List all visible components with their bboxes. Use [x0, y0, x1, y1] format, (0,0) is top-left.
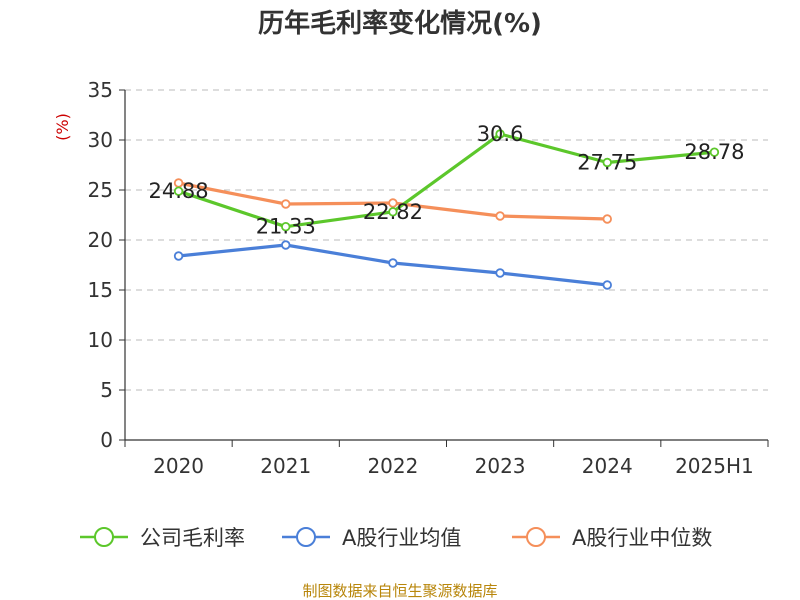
data-label: 30.6: [477, 122, 524, 146]
y-tick-label: 35: [88, 78, 113, 102]
legend-marker: [526, 527, 546, 547]
axes: 0 5 10 15 20 25 30 35 2020 2021 2022 2023 2024 2025H1: [88, 78, 769, 478]
data-point: [602, 214, 612, 224]
x-tick-label: 2021: [260, 454, 311, 478]
series-layer: [173, 129, 720, 290]
y-axis-unit: (%): [53, 113, 72, 141]
data-point: [281, 199, 291, 209]
data-point: [495, 129, 505, 139]
y-tick-label: 5: [100, 378, 113, 402]
data-point: [495, 211, 505, 221]
y-tick-label: 0: [100, 428, 113, 452]
data-label: 21.33: [256, 215, 316, 239]
legend-label: A股行业中位数: [572, 526, 712, 550]
legend-label: A股行业均值: [342, 526, 461, 550]
x-tick-label: 2022: [367, 454, 418, 478]
grid: [125, 89, 768, 391]
data-point: [602, 280, 612, 290]
x-tick-label: 2023: [475, 454, 526, 478]
data-point: [281, 221, 291, 232]
y-tick-label: 10: [88, 328, 113, 352]
legend-item-0[interactable]: 公司毛利率: [80, 526, 245, 550]
series-1: [173, 240, 612, 290]
x-tick-label: 2024: [582, 454, 633, 478]
data-label: 28.78: [684, 140, 744, 164]
data-point: [173, 186, 184, 196]
data-point: [495, 268, 505, 278]
legend-item-2[interactable]: A股行业中位数: [512, 526, 712, 550]
data-label: 24.88: [149, 179, 209, 203]
chart-title: 历年毛利率变化情况(%): [258, 8, 542, 39]
legend[interactable]: 公司毛利率 A股行业均值 A股行业中位数: [80, 526, 712, 550]
series-2: [173, 178, 612, 224]
x-tick-label: 2025H1: [675, 454, 754, 478]
data-point: [388, 258, 398, 268]
legend-item-1[interactable]: A股行业均值: [282, 526, 461, 550]
source-note: 制图数据来自恒生聚源数据库: [302, 582, 497, 600]
series-0: [173, 129, 720, 232]
series-line: [178, 132, 715, 229]
data-point: [281, 240, 291, 250]
data-labels: 24.88 21.33 22.82 30.6 27.75 28.78: [149, 122, 745, 239]
y-tick-label: 25: [88, 178, 113, 202]
x-tick-label: 2020: [153, 454, 204, 478]
data-point: [173, 251, 184, 261]
legend-marker: [296, 527, 316, 547]
y-tick-label: 20: [88, 228, 113, 252]
data-point: [709, 147, 720, 157]
data-point: [602, 157, 612, 168]
data-label: 22.82: [363, 200, 423, 224]
data-label: 27.75: [577, 151, 637, 175]
data-point: [388, 207, 398, 217]
data-point: [388, 198, 398, 208]
y-tick-label: 30: [88, 128, 113, 152]
y-tick-label: 15: [88, 278, 113, 302]
legend-label: 公司毛利率: [140, 526, 245, 550]
legend-marker: [94, 527, 114, 547]
